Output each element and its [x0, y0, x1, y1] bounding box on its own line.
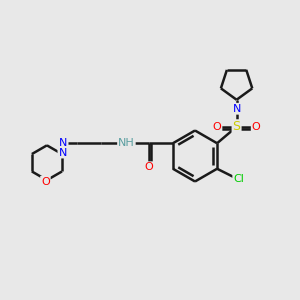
Text: O: O — [252, 122, 260, 132]
Text: NH: NH — [118, 138, 135, 148]
Text: O: O — [41, 177, 50, 187]
Text: N: N — [58, 148, 67, 158]
Text: N: N — [232, 104, 241, 114]
Text: O: O — [213, 122, 221, 132]
Text: N: N — [59, 138, 68, 148]
Text: O: O — [145, 162, 153, 172]
Text: S: S — [232, 120, 241, 133]
Text: Cl: Cl — [233, 174, 244, 184]
